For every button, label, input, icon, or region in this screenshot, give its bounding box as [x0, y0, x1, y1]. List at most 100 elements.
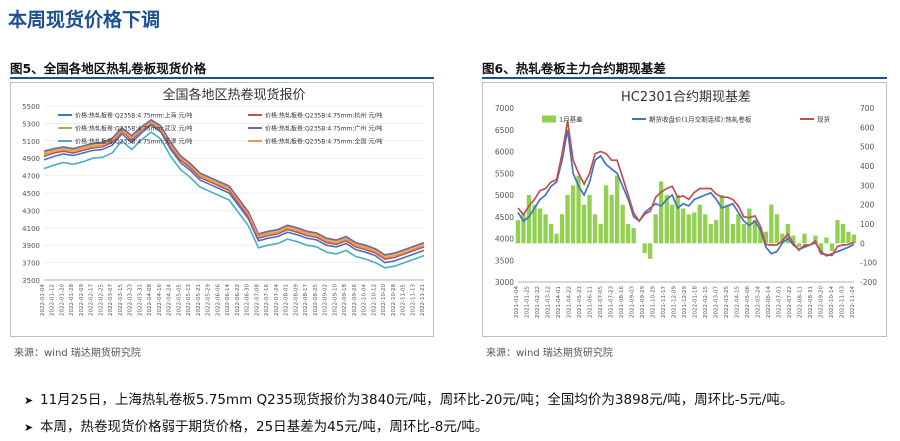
basis-bar	[692, 212, 697, 244]
basis-bar	[554, 233, 559, 244]
series-line	[43, 121, 425, 259]
x-tick-label: 2022-08-25	[313, 284, 319, 316]
x-tick-label: 2022-07-24	[274, 284, 280, 316]
x-tick-label: 2022-05-24	[756, 286, 762, 318]
x-tick-label: 2022-06-22	[235, 284, 241, 316]
x-tick-label: 2021-12-09	[672, 286, 678, 318]
y-tick-label: 3700	[22, 260, 40, 268]
basis-bar	[703, 214, 708, 244]
x-tick-label: 2022-09-26	[352, 284, 358, 316]
basis-bar	[592, 214, 598, 244]
basis-bar	[620, 204, 625, 244]
basis-bar	[565, 195, 570, 244]
y-tick-label: 5100	[22, 138, 40, 146]
y-right-tick-label: 400	[860, 162, 875, 171]
y-right-tick-label: 100	[860, 220, 875, 229]
y-tick-label: 3900	[22, 242, 40, 250]
x-tick-label: 2022-02-25	[98, 284, 104, 316]
basis-bar	[840, 224, 846, 244]
right-figure-source: 来源：wind 瑞达期货研究院	[486, 348, 613, 359]
x-tick-label: 2022-09-10	[332, 284, 338, 316]
basis-bar	[791, 235, 796, 244]
basis-bar	[675, 195, 680, 244]
x-tick-label: 2021-08-16	[619, 286, 625, 318]
legend-label: 价格:热轧板卷:Q235B:4.75mm:上海 元/吨	[75, 112, 192, 120]
basis-bar	[521, 214, 526, 244]
bullet-text: 11月25日，上海热轧卷板5.75mm Q235现货报价为3840元/吨，周环比…	[40, 392, 794, 408]
x-tick-label: 2022-03-31	[137, 284, 143, 316]
x-tick-label: 2022-05-06	[745, 286, 751, 318]
x-tick-label: 2021-04-22	[567, 286, 573, 318]
y-tick-label: 3500	[22, 277, 40, 285]
basis-bar	[598, 224, 603, 244]
basis-bar	[543, 214, 548, 244]
basis-bar	[763, 231, 768, 244]
basis-bar	[851, 234, 857, 244]
basis-bar	[829, 243, 835, 251]
basis-bar	[570, 185, 576, 244]
basis-bar	[824, 237, 829, 244]
y-left-tick-label: 5500	[495, 169, 514, 178]
y-right-tick-label: 300	[860, 181, 875, 190]
basis-bar	[708, 224, 713, 244]
basis-bar	[604, 185, 609, 244]
x-tick-label: 2021-09-03	[630, 286, 636, 318]
y-right-tick-label: -100	[860, 259, 877, 268]
basis-bar	[686, 214, 691, 244]
x-tick-label: 2022-05-05	[176, 284, 182, 316]
y-left-tick-label: 4500	[495, 213, 514, 222]
basis-bar	[725, 204, 730, 244]
legend-label: 期货收盘价(1月交割连续):热轧卷板	[649, 115, 752, 124]
basis-bar	[532, 204, 537, 244]
basis-bar	[581, 204, 587, 244]
x-tick-label: 2022-05-13	[186, 284, 192, 316]
basis-bar	[615, 175, 620, 244]
basis-bar	[631, 227, 636, 244]
x-tick-label: 2022-10-28	[391, 284, 397, 316]
x-tick-label: 2022-03-07	[714, 286, 720, 318]
x-tick-label: 2022-01-04	[40, 284, 46, 316]
x-tick-label: 2022-09-20	[819, 286, 825, 318]
chart-frame	[10, 82, 434, 337]
x-tick-label: 2022-06-14	[225, 284, 231, 316]
x-tick-label: 2021-03-12	[546, 286, 552, 318]
basis-bar	[752, 220, 757, 244]
right-chart-panel: HC2301合约期现基差 3000 3500 4000 4500 5000 5500 6000…	[482, 82, 887, 337]
x-tick-label: 2022-07-08	[254, 284, 260, 316]
x-tick-label: 2022-10-20	[381, 284, 387, 316]
chart-title: HC2301合约期现基差	[621, 90, 751, 105]
x-tick-label: 2022-02-17	[89, 284, 95, 316]
basis-bar	[736, 214, 741, 244]
left-chart-panel: 全国各地区热卷现货报价 3500 3700 3900 4100 4300 4500 4700 4…	[10, 82, 434, 337]
basis-bar	[835, 220, 840, 244]
x-tick-label: 2022-01-28	[69, 284, 75, 316]
legend-label: 1月基差	[559, 115, 583, 124]
x-tick-label: 2022-11-21	[420, 284, 426, 316]
basis-bar	[774, 214, 779, 244]
x-tick-label: 2022-06-06	[215, 284, 221, 316]
basis-bar	[559, 214, 565, 244]
x-tick-label: 2021-11-17	[661, 286, 667, 318]
basis-bar	[515, 220, 521, 244]
basis-bar	[796, 243, 802, 248]
x-tick-label: 2022-04-24	[167, 284, 173, 316]
basis-bar	[818, 243, 824, 253]
x-tick-label: 2022-08-11	[798, 286, 804, 318]
left-figure-rule	[10, 77, 434, 79]
x-tick-label: 2022-06-14	[766, 286, 772, 318]
x-tick-label: 2022-07-16	[264, 284, 270, 316]
x-tick-label: 2022-11-24	[850, 286, 856, 318]
basis-bar	[681, 208, 686, 244]
x-tick-label: 2022-03-07	[108, 284, 114, 316]
arrow-bullet-icon: ➤	[24, 394, 34, 407]
y-tick-label: 5300	[22, 120, 40, 128]
page-title: 本周现货价格下调	[8, 9, 161, 31]
right-figure-caption: 图6、热轧卷板主力合约期现基差	[482, 61, 666, 76]
basis-bar	[526, 195, 532, 244]
bullet-item: ➤ 本周，热卷现货价格弱于期货价格，25日基差为45元/吨，周环比-8元/吨。	[24, 415, 488, 435]
basis-bar	[648, 243, 653, 259]
x-tick-label: 2022-03-25	[724, 286, 730, 318]
x-tick-label: 2021-04-01	[556, 286, 562, 318]
x-tick-label: 2022-02-09	[79, 284, 85, 316]
left-figure-caption: 图5、全国各地区热轧卷板现货价格	[10, 61, 207, 76]
